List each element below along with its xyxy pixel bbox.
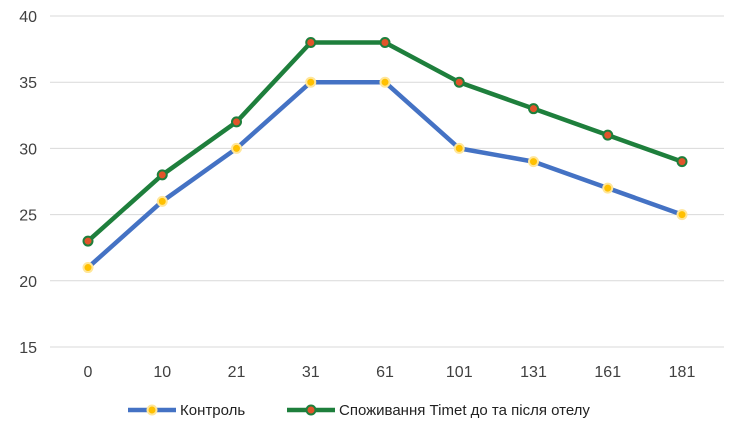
legend: Контроль Споживання Timet до та після оте…: [128, 402, 590, 419]
data-point: [602, 129, 614, 141]
y-tick-label: 35: [19, 75, 37, 92]
y-tick-label: 20: [19, 274, 37, 291]
x-tick-label: 61: [376, 364, 394, 381]
x-axis-ticks: 0 10 21 31 61 101 131 161 181: [84, 364, 696, 381]
data-point: [231, 116, 242, 128]
data-point: [305, 36, 317, 48]
x-tick-label: 181: [669, 364, 696, 381]
x-tick-label: 10: [153, 364, 171, 381]
legend-marker: [146, 404, 158, 416]
data-point: [231, 142, 242, 154]
data-point: [453, 142, 465, 154]
data-point: [602, 182, 614, 194]
data-point: [676, 156, 688, 168]
legend-label: Споживання Timet до та після отелу: [339, 402, 590, 419]
x-tick-label: 131: [520, 364, 547, 381]
series-layer: [82, 36, 688, 274]
data-point: [528, 156, 539, 168]
data-point: [156, 195, 168, 207]
legend-marker: [305, 404, 317, 416]
data-point: [82, 262, 94, 274]
y-axis-ticks: 15 20 25 30 35 40: [19, 9, 37, 357]
data-point: [305, 76, 317, 88]
data-point: [528, 103, 539, 115]
data-point: [453, 76, 465, 88]
legend-label: Контроль: [180, 402, 245, 419]
data-point: [82, 235, 94, 247]
data-point: [379, 36, 391, 48]
legend-item: Споживання Timet до та після отелу: [287, 402, 590, 419]
gridlines: [50, 15, 724, 348]
x-tick-label: 21: [228, 364, 246, 381]
series-line: [85, 40, 685, 244]
series-1: [82, 76, 688, 274]
x-tick-label: 161: [594, 364, 621, 381]
y-tick-label: 25: [19, 208, 37, 225]
data-point: [676, 209, 688, 221]
legend-item: Контроль: [128, 402, 245, 419]
y-tick-label: 40: [19, 9, 37, 26]
series-line: [85, 79, 685, 270]
x-tick-label: 101: [446, 364, 473, 381]
x-tick-label: 31: [302, 364, 320, 381]
y-tick-label: 30: [19, 141, 37, 158]
series-2: [82, 36, 688, 247]
x-tick-label: 0: [84, 364, 93, 381]
y-tick-label: 15: [19, 340, 37, 357]
data-point: [156, 169, 168, 181]
data-point: [379, 76, 391, 88]
